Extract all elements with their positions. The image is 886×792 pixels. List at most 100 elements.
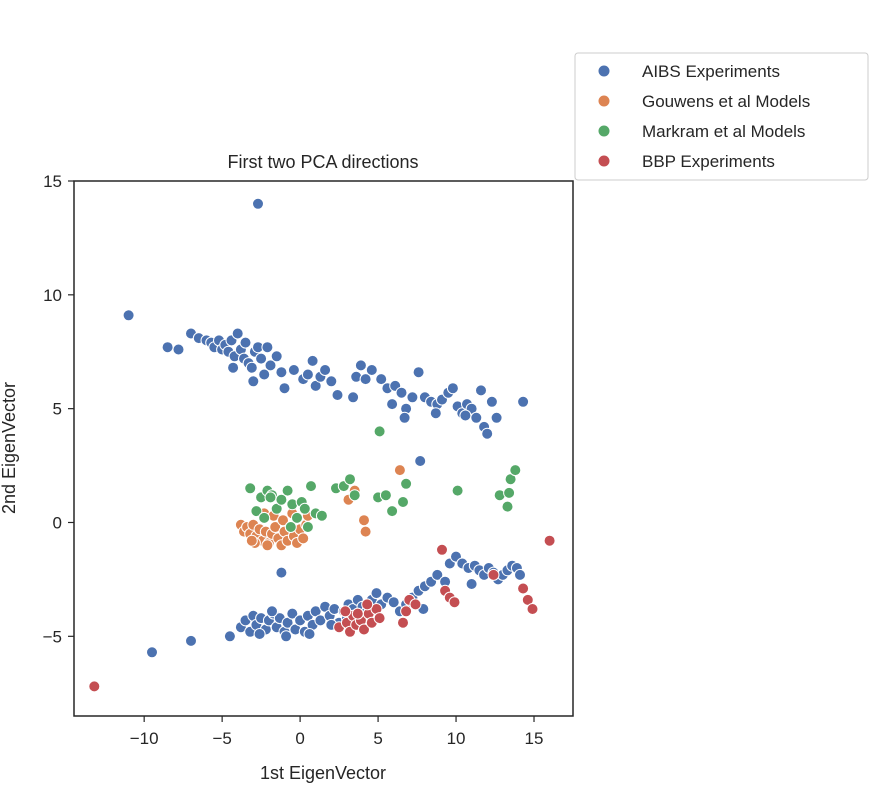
data-point [122,309,135,322]
data-point [503,486,516,499]
data-point [370,587,383,600]
data-point [261,341,274,354]
data-point [393,464,406,477]
data-point [543,534,556,547]
data-point [409,598,422,611]
data-point [465,578,478,590]
data-point [287,364,300,376]
series-3 [88,534,556,693]
data-point [277,514,289,527]
data-point [280,630,293,643]
data-point [301,368,314,381]
data-point [245,361,258,374]
data-point [252,197,264,210]
legend-label: BBP Experiments [642,152,775,171]
data-point [359,525,372,538]
data-point [446,382,459,395]
y-tick-label: 5 [53,400,62,419]
x-tick-label: 10 [447,729,466,748]
data-point [397,496,409,508]
data-point [247,375,260,388]
data-point [386,398,399,411]
data-point [253,628,266,640]
data-point [291,511,303,524]
data-point [509,464,522,477]
data-point [258,368,271,381]
data-point [348,489,361,502]
data-point [239,336,252,349]
data-point [386,505,399,518]
data-point [88,680,101,693]
data-point [358,623,370,636]
legend-marker [597,124,611,138]
legend-marker [597,154,611,168]
data-point [451,484,464,497]
data-point [303,628,316,640]
data-point [255,352,268,365]
y-tick-label: 15 [43,172,62,191]
data-point [278,382,291,395]
data-point [365,364,378,376]
data-point [319,364,332,376]
data-point [412,366,425,379]
data-point [400,605,413,618]
data-point [284,521,297,533]
data-point [517,582,530,595]
data-point [161,341,174,354]
data-point [400,477,413,490]
series-0 [122,197,530,659]
data-point [490,411,503,424]
legend-label: AIBS Experiments [642,62,780,81]
data-point [379,489,392,502]
data-point [397,616,409,629]
y-axis: −5 0 5 10 15 [43,172,74,646]
data-point [526,603,539,615]
data-point [485,395,498,408]
data-point [227,361,240,374]
data-point [250,505,263,518]
data-point [172,343,185,356]
data-point [275,366,288,379]
x-axis: −10 −5 0 5 10 15 [130,716,544,748]
data-point [270,350,283,363]
data-point [264,491,277,504]
x-tick-label: 15 [525,729,544,748]
data-point [487,568,500,581]
x-tick-label: −5 [212,729,231,748]
data-point [358,514,370,527]
data-point [344,473,356,486]
data-point [301,521,314,533]
legend-label: Gouwens et al Models [642,92,810,111]
data-point [325,375,338,388]
data-point [398,411,411,424]
data-point [373,425,386,438]
legend-label: Markram et al Models [642,122,805,141]
data-point [429,407,442,420]
data-point [315,509,328,522]
data-point [146,646,158,659]
legend: AIBS Experiments Gouwens et al Models Mark… [574,52,869,181]
data-point [414,455,427,467]
legend-marker [597,64,611,78]
y-tick-label: 10 [43,286,62,305]
data-point [347,391,360,404]
data-point [517,395,530,408]
data-point [475,384,487,397]
y-axis-label: 2nd EigenVector [0,382,19,514]
x-tick-label: −10 [130,729,159,748]
data-point [286,607,299,620]
data-point [359,373,372,386]
data-point [351,607,364,620]
data-point [436,543,448,556]
data-point [258,511,271,524]
data-point [298,502,311,515]
x-tick-label: 0 [295,729,304,748]
y-tick-label: −5 [43,627,62,646]
x-tick-label: 5 [373,729,382,748]
chart-title: First two PCA directions [227,152,418,172]
legend-frame [574,52,869,181]
data-point [514,568,526,581]
data-point [231,327,244,340]
data-point [361,598,374,611]
